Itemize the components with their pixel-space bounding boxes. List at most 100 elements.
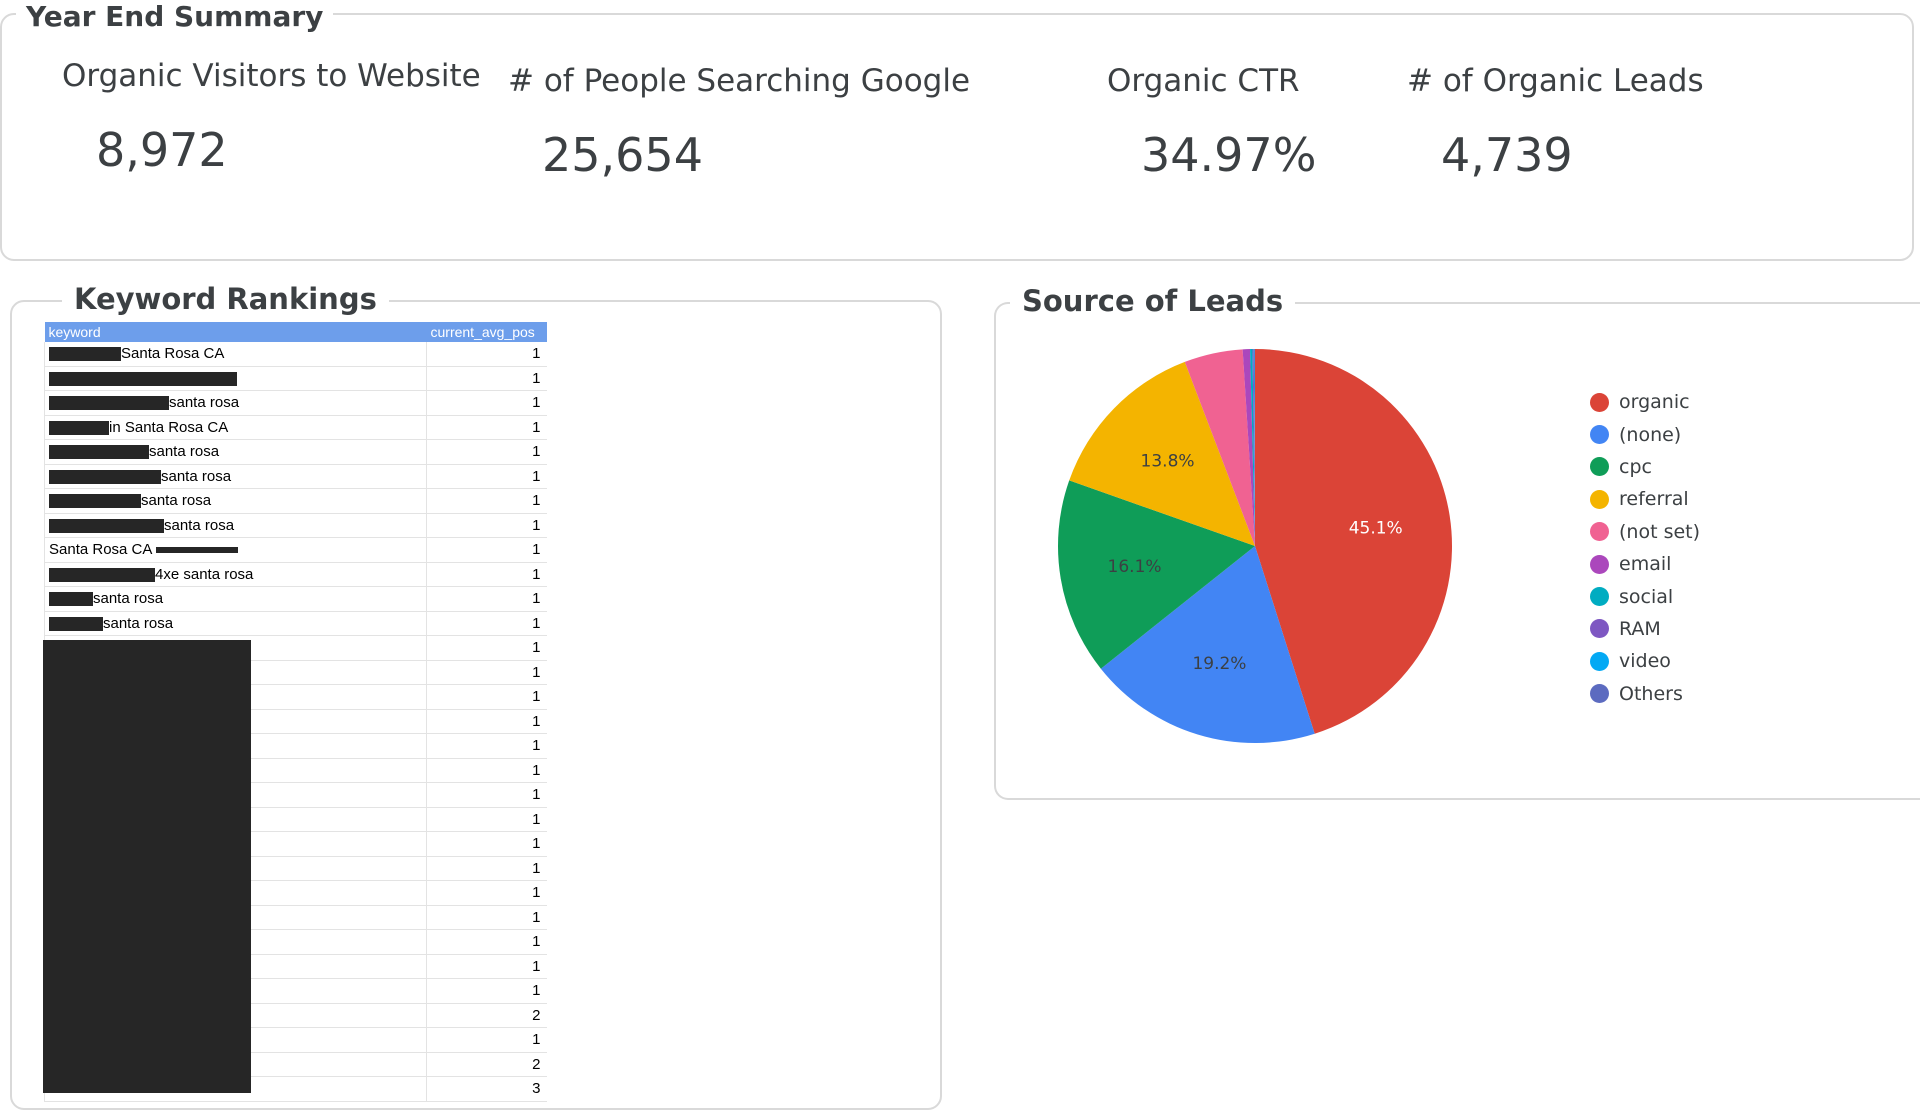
position-cell[interactable]: 2 bbox=[426, 1052, 547, 1077]
pie-slice-referral[interactable] bbox=[1069, 361, 1255, 546]
table-row[interactable]: santa rosa 1 bbox=[44, 488, 547, 514]
keyword-cell[interactable]: santa rosa bbox=[44, 513, 427, 538]
position-cell[interactable]: 1 bbox=[426, 905, 547, 930]
position-cell[interactable]: 1 bbox=[426, 733, 547, 759]
legend-label: social bbox=[1619, 585, 1674, 608]
pie-slice-label: 19.2% bbox=[1192, 654, 1246, 674]
legend-color-dot-icon bbox=[1590, 587, 1609, 607]
position-cell[interactable]: 1 bbox=[426, 390, 547, 416]
pie-slice-ram[interactable] bbox=[1252, 349, 1255, 546]
pie-slice-none[interactable] bbox=[1100, 546, 1315, 743]
table-row[interactable]: santa rosa 1 bbox=[44, 439, 547, 465]
legend-item[interactable]: email bbox=[1590, 548, 1700, 580]
keyword-cell[interactable]: in Santa Rosa CA bbox=[44, 415, 427, 440]
legend-label: email bbox=[1619, 553, 1672, 576]
keyword-cell[interactable]: santa rosa bbox=[44, 439, 427, 465]
position-cell[interactable]: 1 bbox=[426, 831, 547, 857]
keyword-cell[interactable]: santa rosa bbox=[44, 586, 427, 612]
position-cell[interactable]: 1 bbox=[426, 929, 547, 955]
position-cell[interactable]: 1 bbox=[426, 586, 547, 612]
pie-slice-not-set[interactable] bbox=[1184, 349, 1255, 546]
keyword-cell[interactable] bbox=[44, 366, 427, 391]
legend-item[interactable]: video bbox=[1590, 645, 1700, 677]
position-cell[interactable]: 1 bbox=[426, 856, 547, 881]
position-cell[interactable]: 1 bbox=[426, 415, 547, 440]
keyword-cell[interactable]: Santa Rosa CA bbox=[44, 537, 427, 563]
table-row[interactable]: santa rosa 1 bbox=[44, 611, 547, 636]
pie-slice-organic[interactable] bbox=[1255, 349, 1452, 734]
position-cell[interactable]: 1 bbox=[426, 684, 547, 710]
legend-item[interactable]: cpc bbox=[1590, 451, 1700, 483]
pie-slice-video[interactable] bbox=[1253, 349, 1255, 546]
position-cell[interactable]: 1 bbox=[426, 537, 547, 563]
position-cell[interactable]: 1 bbox=[426, 635, 547, 661]
legend-color-dot-icon bbox=[1590, 684, 1609, 704]
position-cell[interactable]: 1 bbox=[426, 660, 547, 685]
keyword-text: Santa Rosa CA bbox=[121, 345, 225, 363]
table-row[interactable]: santa rosa 1 bbox=[44, 586, 547, 612]
table-row[interactable]: 1 bbox=[44, 366, 547, 391]
kpi-label-organic-visitors: Organic Visitors to Website bbox=[62, 58, 481, 94]
keyword-cell[interactable]: santa rosa bbox=[44, 488, 427, 514]
column-header-current-avg-pos[interactable]: current_avg_pos bbox=[426, 322, 547, 342]
position-cell[interactable]: 2 bbox=[426, 1003, 547, 1028]
legend-item[interactable]: Others bbox=[1590, 678, 1700, 710]
legend-item[interactable]: organic bbox=[1590, 386, 1700, 418]
kpi-label-organic-leads: # of Organic Leads bbox=[1407, 63, 1704, 99]
legend-item[interactable]: social bbox=[1590, 580, 1700, 612]
pie-slice-cpc[interactable] bbox=[1058, 480, 1255, 669]
legend-color-dot-icon bbox=[1590, 489, 1609, 509]
keyword-cell[interactable]: santa rosa bbox=[44, 611, 427, 636]
legend-item[interactable]: RAM bbox=[1590, 613, 1700, 645]
position-cell[interactable]: 1 bbox=[426, 342, 547, 367]
source-of-leads-title: Source of Leads bbox=[1010, 284, 1296, 318]
position-cell[interactable]: 1 bbox=[426, 464, 547, 489]
table-row[interactable]: santa rosa 1 bbox=[44, 513, 547, 538]
keyword-text: santa rosa bbox=[141, 492, 212, 510]
table-row[interactable]: 4xe santa rosa 1 bbox=[44, 562, 547, 587]
legend-label: (not set) bbox=[1619, 520, 1701, 543]
legend-item[interactable]: (not set) bbox=[1590, 516, 1700, 548]
position-cell[interactable]: 1 bbox=[426, 1027, 547, 1053]
position-cell[interactable]: 1 bbox=[426, 439, 547, 465]
redaction-bar bbox=[49, 592, 93, 607]
position-cell[interactable]: 1 bbox=[426, 513, 547, 538]
position-cell[interactable]: 1 bbox=[426, 880, 547, 906]
redaction-bar bbox=[49, 371, 237, 386]
keyword-cell[interactable]: santa rosa bbox=[44, 390, 427, 416]
table-row[interactable]: Santa Rosa CA 1 bbox=[44, 342, 547, 367]
keyword-cell[interactable]: 4xe santa rosa bbox=[44, 562, 427, 587]
position-cell[interactable]: 1 bbox=[426, 807, 547, 832]
position-cell[interactable]: 1 bbox=[426, 709, 547, 734]
legend-item[interactable]: referral bbox=[1590, 483, 1700, 515]
table-row[interactable]: in Santa Rosa CA 1 bbox=[44, 415, 547, 440]
redaction-bar bbox=[49, 347, 121, 362]
position-cell[interactable]: 1 bbox=[426, 782, 547, 808]
position-cell[interactable]: 1 bbox=[426, 488, 547, 514]
legend-item[interactable]: (none) bbox=[1590, 418, 1700, 450]
keyword-cell[interactable]: santa rosa bbox=[44, 464, 427, 489]
keyword-cell[interactable]: Santa Rosa CA bbox=[44, 342, 427, 367]
redaction-bar bbox=[49, 396, 169, 411]
position-cell[interactable]: 1 bbox=[426, 978, 547, 1004]
kpi-value-organic-ctr: 34.97% bbox=[1141, 128, 1317, 182]
position-cell[interactable]: 1 bbox=[426, 562, 547, 587]
pie-slice-label: 16.1% bbox=[1108, 557, 1162, 577]
position-cell[interactable]: 1 bbox=[426, 366, 547, 391]
table-row[interactable]: santa rosa 1 bbox=[44, 464, 547, 489]
pie-slice-email[interactable] bbox=[1242, 349, 1255, 546]
table-row[interactable]: Santa Rosa CA 1 bbox=[44, 537, 547, 563]
keyword-text: santa rosa bbox=[149, 443, 220, 461]
position-cell[interactable]: 3 bbox=[426, 1076, 547, 1102]
table-row[interactable]: santa rosa 1 bbox=[44, 390, 547, 416]
legend-label: referral bbox=[1619, 488, 1689, 511]
position-cell[interactable]: 1 bbox=[426, 954, 547, 979]
legend-color-dot-icon bbox=[1590, 392, 1609, 412]
pie-slice-label: 45.1% bbox=[1349, 518, 1403, 538]
position-cell[interactable]: 1 bbox=[426, 611, 547, 636]
legend-label: video bbox=[1619, 650, 1671, 673]
position-cell[interactable]: 1 bbox=[426, 758, 547, 783]
pie-slice-social[interactable] bbox=[1250, 349, 1255, 546]
redaction-bar bbox=[49, 616, 103, 631]
column-header-keyword[interactable]: keyword bbox=[44, 322, 427, 342]
